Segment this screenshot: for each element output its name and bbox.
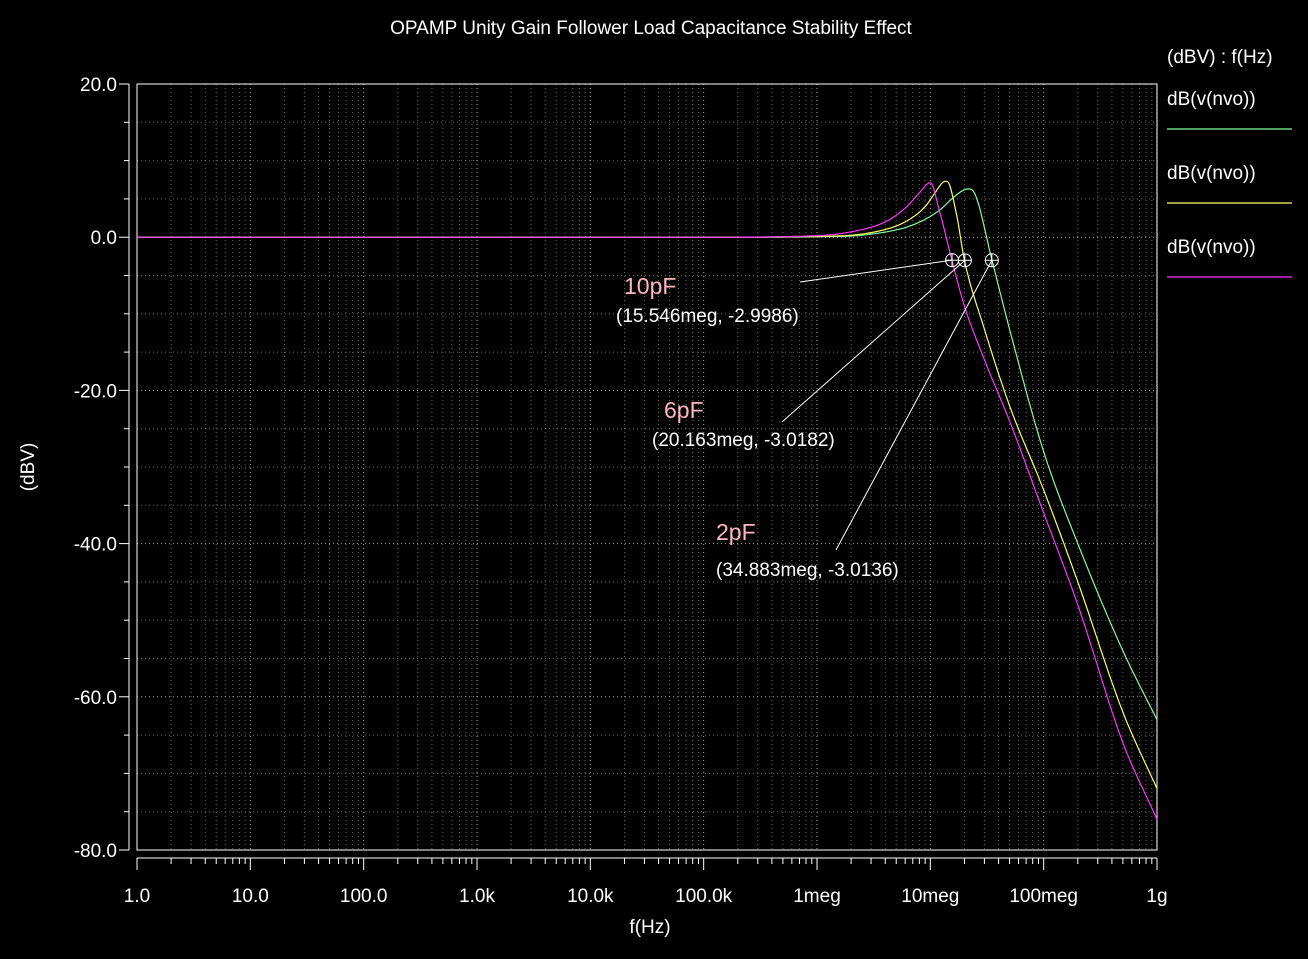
plot-frame <box>136 83 1158 851</box>
legend-entry-label: dB(v(nvo)) <box>1167 163 1256 184</box>
y-tick-label: -40.0 <box>74 535 117 556</box>
series-line-3 <box>137 182 1158 820</box>
x-tick-label: 1.0 <box>124 886 150 907</box>
series-line-2 <box>137 180 1158 789</box>
annotation-label: 6pF <box>664 397 704 423</box>
legend-entry-label: dB(v(nvo)) <box>1167 89 1256 110</box>
series-group <box>137 180 1158 820</box>
annotation-coords: (15.546meg, -2.9986) <box>616 306 799 327</box>
x-tick-label: 1g <box>1146 886 1167 907</box>
annotation-group: 10pF (15.546meg, -2.9986) 6pF (20.163meg, -… <box>616 253 999 581</box>
legend-header: (dBV) : f(Hz) <box>1167 47 1273 68</box>
y-tick-label: 0.0 <box>91 228 117 249</box>
x-tick-label: 1.0k <box>459 886 495 907</box>
legend: (dBV) : f(Hz) dB(v(nvo)) dB(v(nvo)) dB(v(n… <box>1167 47 1292 278</box>
x-axis: 1.0 10.0 100.0 1.0k 10.0k 100.0k 1meg 10meg 100m… <box>124 857 1168 907</box>
chart-title: OPAMP Unity Gain Follower Load Capacitan… <box>390 18 912 39</box>
x-tick-label: 10meg <box>901 886 959 907</box>
legend-entry-label: dB(v(nvo)) <box>1167 237 1256 258</box>
y-tick-label: -80.0 <box>74 841 117 862</box>
annotation-leader <box>799 259 953 283</box>
y-axis: 20.0 0.0 -20.0 -40.0 -60.0 -80.0 <box>74 75 130 862</box>
y-tick-label: -20.0 <box>74 381 117 402</box>
grid <box>137 84 1157 850</box>
x-tick-label: 1meg <box>793 886 841 907</box>
y-tick-label: 20.0 <box>80 75 117 96</box>
annotation-coords: (20.163meg, -3.0182) <box>652 430 835 451</box>
x-tick-label: 100meg <box>1009 886 1078 907</box>
y-axis-label: (dBV) <box>18 443 39 492</box>
x-tick-label: 100.0k <box>675 886 733 907</box>
x-axis-label: f(Hz) <box>629 917 670 938</box>
series-line-1 <box>137 188 1158 721</box>
y-tick-label: -60.0 <box>74 688 117 709</box>
annotation-label: 10pF <box>624 273 676 299</box>
x-tick-label: 10.0k <box>567 886 614 907</box>
annotation-leader <box>835 260 993 551</box>
x-tick-label: 100.0 <box>340 886 388 907</box>
annotation-leader <box>781 259 966 423</box>
x-tick-label: 10.0 <box>232 886 269 907</box>
annotation-coords: (34.883meg, -3.0136) <box>716 560 899 581</box>
annotation-label: 2pF <box>716 519 756 545</box>
